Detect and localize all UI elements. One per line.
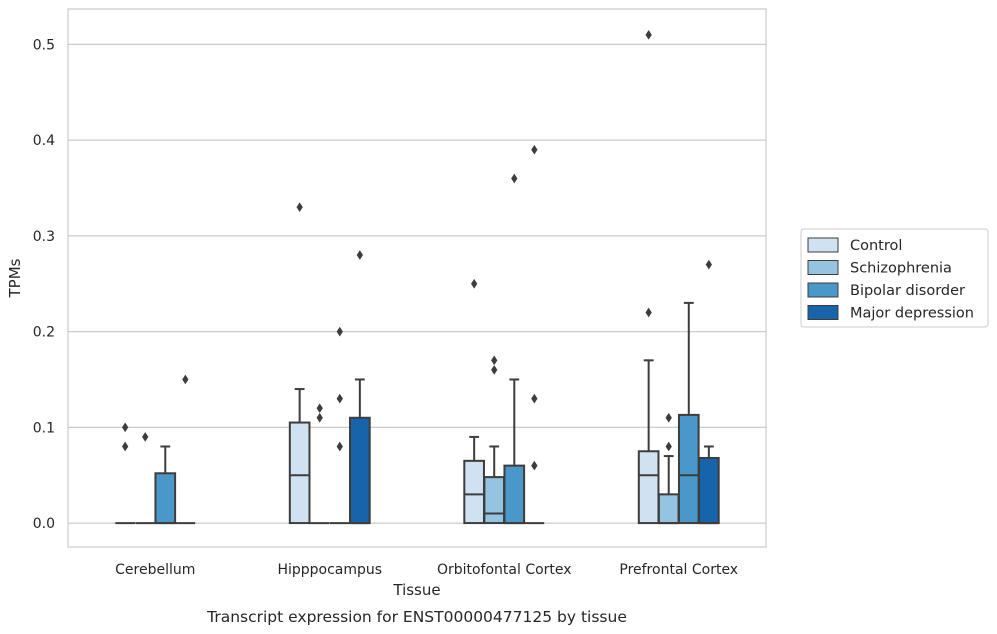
legend-swatch [807,282,839,298]
y-axis-title: TPMs [6,258,24,298]
box-schizophrenia [135,432,156,525]
x-tick-labels: Cerebellum Hipppocampus Orbitofontal Corte… [115,562,738,578]
outlier-point [356,250,364,260]
y-tick-labels: 0.0 0.1 0.2 0.3 0.4 0.5 [33,37,55,532]
box-control [637,30,660,525]
box-body [698,456,720,525]
gridlines [68,43,766,524]
box-bipolar-disorder [329,326,350,525]
legend-label: Bipolar disorder [850,283,965,299]
outlier-point [296,202,303,212]
box-body [463,459,485,525]
box-bipolar-disorder [154,445,177,525]
outlier-point [665,412,672,423]
outlier-point [491,355,498,366]
y-tick-label: 0.0 [33,516,55,532]
legend-frame [800,228,989,328]
box-body [503,464,526,525]
outlier-point [491,365,498,375]
legend-label: Major depression [850,306,974,322]
y-tick-label: 0.4 [33,133,55,149]
box-control [115,422,135,525]
box-body [349,416,371,525]
outlier-point [336,393,343,404]
outlier-point [121,422,129,433]
outlier-point [316,412,323,423]
box-schizophrenia [309,403,330,525]
outlier-point [470,278,478,289]
x-axis-title: Tissue [392,581,440,599]
box-body [657,493,680,525]
outlier-point [531,393,538,404]
box-control [288,202,311,525]
outlier-point [665,441,672,452]
outlier-point [336,441,343,452]
box-major-depression [349,250,371,525]
legend-swatch [807,237,839,253]
outlier-point [511,173,518,184]
legend-swatch [807,260,839,275]
y-tick-label: 0.2 [33,325,55,341]
outlier-point [531,144,538,155]
outlier-point [531,460,538,471]
legend-label: Schizophrenia [850,261,952,277]
x-tick-label: Prefrontal Cortex [619,562,738,578]
legend-swatch [807,305,839,320]
outlier-point [316,403,323,414]
outlier-point [336,326,343,337]
box-major-depression [524,144,545,525]
outlier-point [705,259,713,270]
box-body [637,450,660,525]
box-schizophrenia [483,355,506,525]
legend-label: Control [850,238,902,254]
box-major-depression [175,374,196,525]
box-body [677,413,700,525]
outlier-point [142,432,149,442]
legend: Control Schizophrenia Bipolar disorder Majo… [800,228,989,328]
box-body [483,476,506,525]
x-tick-label: Orbitofontal Cortex [437,562,572,578]
box-bipolar-disorder [503,173,526,525]
boxes [115,30,720,525]
box-control [463,278,485,525]
outlier-point [645,307,652,318]
box-bipolar-disorder [677,301,700,525]
x-tick-label: Hipppocampus [277,562,382,578]
y-tick-label: 0.5 [33,37,55,53]
plot-frame [67,8,767,548]
box-body [154,472,177,525]
box-major-depression [698,259,720,525]
outlier-point [645,30,652,40]
outlier-point [182,374,189,385]
y-tick-label: 0.3 [33,229,55,245]
x-tick-label: Cerebellum [115,562,195,578]
box-body [288,421,311,525]
box-schizophrenia [657,412,680,525]
outlier-point [121,441,129,452]
y-tick-label: 0.1 [33,420,55,436]
figure-caption: Transcript expression for ENST0000047712… [206,608,627,626]
